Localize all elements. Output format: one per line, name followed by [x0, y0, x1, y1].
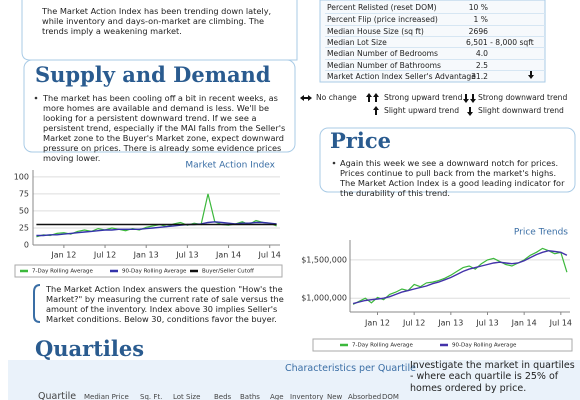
- y-tick-label: 25: [19, 223, 29, 232]
- series-line: [36, 193, 277, 238]
- y-tick-label: $1,000,000: [301, 294, 347, 303]
- trend-icons: [300, 70, 534, 116]
- y-tick-label: $1,500,000: [301, 255, 347, 264]
- chart-legend-box: [14, 264, 283, 278]
- chart-title: Price Trends: [514, 228, 568, 238]
- trend-legend-item: No change: [316, 93, 357, 102]
- section-text: Again this week we see a downward notch …: [340, 158, 565, 198]
- table-row: Median Number of Bedrooms 4.0: [325, 47, 545, 59]
- x-tick-label: Jul 13: [475, 319, 498, 328]
- strong-up-icon: [366, 93, 379, 102]
- table-cell: Percent Relisted (reset DOM): [327, 3, 437, 12]
- strong-down-icon: [463, 94, 476, 103]
- x-tick-label: Jan 12: [364, 319, 390, 328]
- section-text: Investigate the market in quartiles - wh…: [410, 360, 575, 394]
- bullet: [332, 161, 336, 165]
- column-header: Inventory: [290, 393, 324, 400]
- table-cell: 2.5: [475, 60, 488, 70]
- bullet: [34, 96, 38, 100]
- y-tick-label: 100: [14, 172, 29, 181]
- table-cell: 2696: [468, 26, 488, 36]
- trend-legend-item: Strong downward trend: [478, 93, 568, 102]
- column-header: DOM: [382, 393, 399, 400]
- supply-box: [23, 59, 296, 153]
- trend-legend-item: Slight upward trend: [384, 106, 460, 115]
- table-row: Market Action Index Seller's Advantage 31.…: [325, 69, 545, 82]
- table-row: Percent Relisted (reset DOM) 10 %: [325, 2, 545, 13]
- x-tick-label: Jan 14: [215, 251, 241, 260]
- table-row: Median Lot Size 6,501 - 8,000 sqft: [325, 35, 545, 48]
- table-cell: Seller's Advantage: [405, 71, 476, 81]
- legend-label: 7-Day Rolling Average: [32, 269, 94, 275]
- column-header: Absorbed: [348, 393, 382, 400]
- column-header: Baths: [240, 393, 260, 400]
- section-heading: Price: [330, 128, 391, 153]
- subheading: Characteristics per Quartile: [285, 363, 416, 374]
- legend-label: Buyer/Seller Cutoff: [202, 269, 254, 275]
- x-tick-label: Jan 13: [437, 319, 463, 328]
- section-text: The Market Action Index answers the ques…: [46, 284, 284, 324]
- y-tick-label: 50: [19, 206, 29, 215]
- chart-title: Market Action Index: [185, 161, 275, 171]
- table-cell: Median Number of Bathrooms: [327, 60, 441, 70]
- table-cell: 10 %: [468, 3, 488, 12]
- table-cell: 31.2: [471, 71, 488, 81]
- price-box: [319, 127, 576, 193]
- legend-label: 7-Day Rolling Average: [352, 343, 414, 349]
- x-tick-label: Jan 14: [511, 319, 537, 328]
- table-row: Percent Flip (price increased) 1 %: [325, 13, 545, 25]
- legend-label: 90-Day Rolling Average: [452, 343, 517, 349]
- column-header: Median Price: [84, 393, 129, 400]
- section-heading: Quartiles: [35, 336, 145, 361]
- x-tick-label: Jul 13: [175, 251, 198, 260]
- table-cell: 1 %: [473, 15, 488, 25]
- table-cell: Median Number of Bedrooms: [327, 49, 438, 59]
- column-header: Quartile: [38, 391, 77, 400]
- column-header: Age: [270, 393, 284, 400]
- x-tick-label: Jul 14: [549, 319, 572, 328]
- table-cell: Median House Size (sq ft): [327, 26, 424, 36]
- table-cell: Market Action Index: [327, 71, 403, 81]
- table-cell: Percent Flip (price increased): [327, 15, 438, 25]
- column-header: Lot Size: [173, 393, 201, 400]
- table-cell: 4.0: [475, 49, 488, 59]
- column-header: New: [327, 393, 343, 400]
- series-line: [352, 249, 568, 305]
- x-tick-label: Jul 14: [258, 251, 281, 260]
- table-row: Median Number of Bathrooms 2.5: [325, 58, 545, 71]
- series-line: [352, 247, 568, 305]
- series-line: [36, 221, 277, 237]
- bracket: [33, 284, 41, 323]
- table-cell: Median Lot Size: [327, 37, 387, 47]
- column-header: Sq. Ft.: [140, 393, 163, 400]
- y-tick-label: 75: [19, 189, 29, 198]
- section-heading: Supply and Demand: [35, 62, 271, 87]
- x-tick-label: Jan 13: [133, 251, 159, 260]
- slight-up-icon: [373, 106, 379, 115]
- x-tick-label: Jul 12: [93, 251, 116, 260]
- table-cell: 6,501 - 8,000 sqft: [466, 37, 534, 47]
- quartile-box: [8, 360, 580, 400]
- x-tick-label: Jul 12: [402, 319, 425, 328]
- trend-legend-item: Slight downward trend: [478, 106, 564, 115]
- x-tick-label: Jan 12: [50, 251, 76, 260]
- y-tick-label: 0: [24, 241, 29, 250]
- legend-label: 90-Day Rolling Average: [122, 269, 187, 275]
- trend-legend-item: Strong upward trend: [384, 93, 463, 102]
- no-change-icon: [300, 95, 312, 101]
- mai-trend-icon: [528, 70, 534, 79]
- table-row: Median House Size (sq ft) 2696: [325, 24, 545, 37]
- section-text: The market has been cooling off a bit in…: [43, 93, 286, 163]
- column-header: Beds: [214, 393, 232, 400]
- summary-text: The Market Action Index has been trendin…: [42, 6, 272, 36]
- slight-down-icon: [467, 107, 473, 116]
